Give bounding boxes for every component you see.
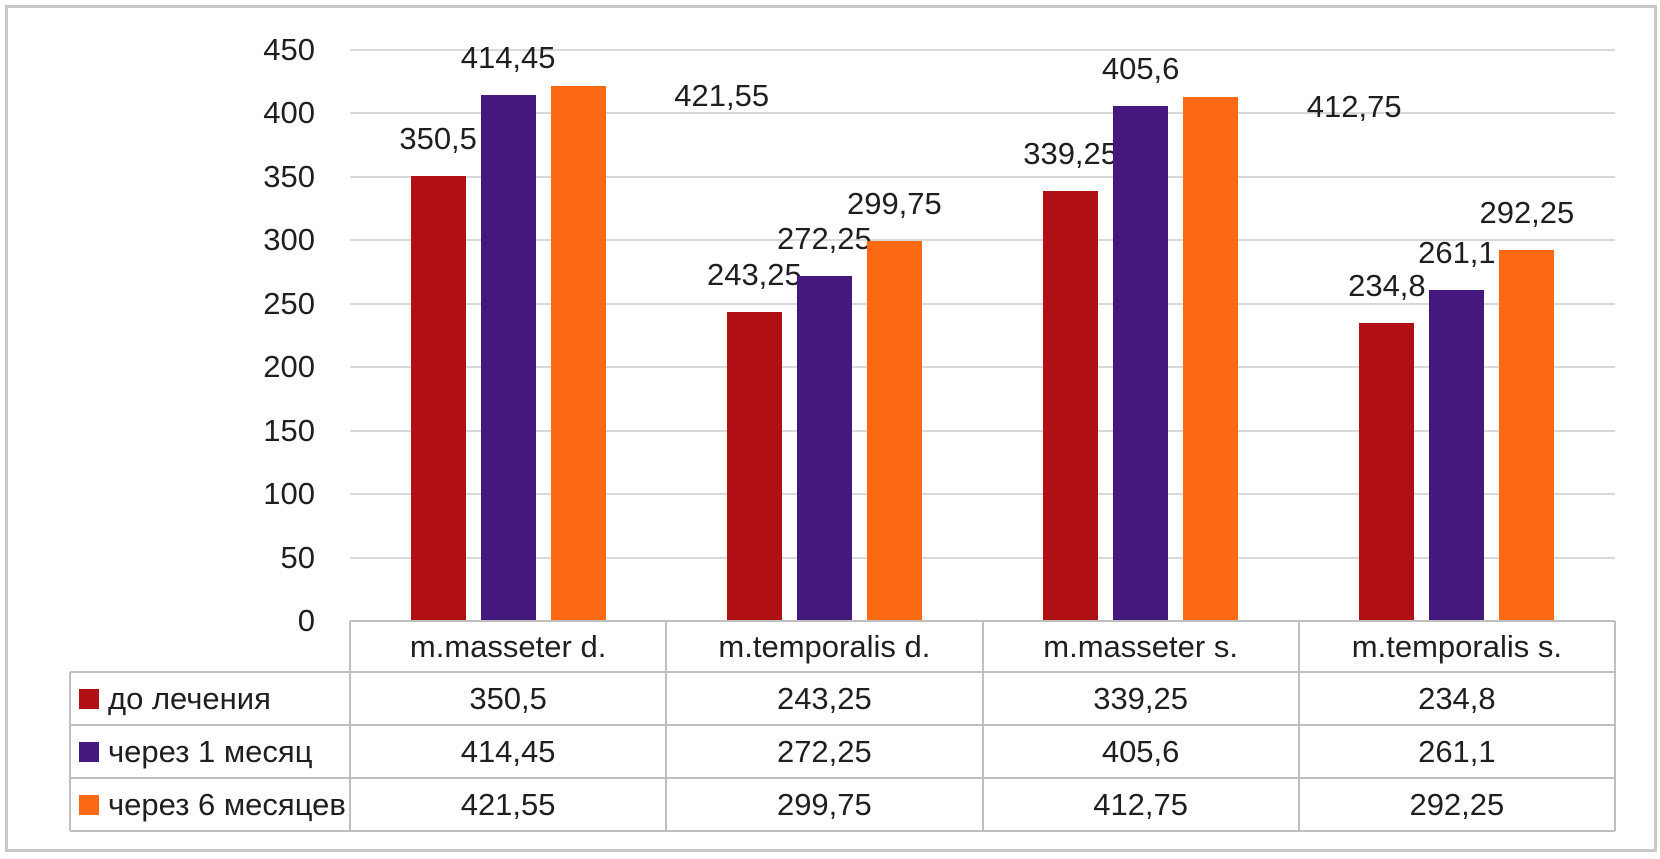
bar-до-лечения [410, 176, 466, 621]
y-axis-tick-label: 400 [263, 95, 315, 131]
y-axis-tick-label: 200 [263, 349, 315, 385]
gridline [350, 556, 1615, 559]
bar-через-1-месяц [796, 275, 852, 621]
table-border-line [1297, 621, 1300, 831]
legend-label: через 6 месяцев [108, 786, 346, 822]
table-border-line [665, 621, 668, 831]
bar-через-6-месяцев [550, 86, 606, 621]
table-border-line [349, 621, 351, 831]
value-cell: 261,1 [1418, 734, 1496, 769]
value-cell: 243,25 [776, 681, 872, 716]
table-border-line [70, 777, 1615, 779]
table-border-line [69, 672, 71, 831]
bar-value-label: 292,25 [1479, 195, 1575, 231]
y-axis-tick-label: 250 [263, 285, 315, 321]
bar-через-1-месяц [1113, 106, 1169, 621]
y-axis-tick-label: 150 [263, 412, 315, 448]
value-cell: 405,6 [1101, 734, 1180, 769]
table-border-line [70, 671, 1615, 673]
legend-label: через 1 месяц [108, 733, 313, 769]
table-border-line [70, 724, 1615, 726]
bar-через-1-месяц [1429, 289, 1485, 621]
value-cell: 350,5 [469, 681, 547, 716]
bar-value-label: 299,75 [846, 185, 942, 221]
category-header-cell: m.temporalis d. [718, 629, 931, 664]
y-axis-tick-label: 300 [263, 222, 315, 258]
gridline [350, 112, 1615, 115]
bar-value-label: 261,1 [1418, 234, 1496, 270]
bar-до-лечения [1043, 190, 1099, 621]
bar-value-label: 243,25 [706, 257, 802, 293]
legend-item: через 1 месяц [70, 725, 350, 778]
bar-через-6-месяцев [1183, 97, 1239, 621]
bar-value-label: 339,25 [1023, 135, 1119, 171]
table-border-line [981, 621, 984, 831]
gridline [350, 366, 1615, 369]
value-cell: 421,55 [460, 787, 556, 822]
bar-через-6-месяцев [866, 240, 922, 621]
gridline [350, 49, 1615, 51]
gridline [350, 429, 1615, 432]
legend-item: через 6 месяцев [70, 778, 350, 831]
value-cell: 292,25 [1409, 787, 1505, 822]
bar-value-label: 405,6 [1101, 51, 1180, 87]
value-cell: 412,75 [1093, 787, 1189, 822]
gridline [350, 175, 1615, 178]
value-cell: 234,8 [1418, 681, 1496, 716]
bar-value-label: 412,75 [1306, 89, 1402, 125]
value-cell: 414,45 [460, 734, 556, 769]
value-cell: 272,25 [776, 734, 872, 769]
legend-swatch [79, 794, 99, 815]
category-header-cell: m.temporalis s. [1351, 629, 1562, 664]
bar-до-лечения [726, 312, 782, 621]
gridline [350, 302, 1615, 305]
gridline [350, 239, 1615, 242]
category-header-cell: m.masseter s. [1043, 629, 1238, 664]
bar-через-6-месяцев [1499, 250, 1555, 621]
table-border-line [70, 830, 1615, 832]
legend-item: до лечения [70, 672, 350, 725]
legend-swatch [79, 741, 99, 762]
bar-value-label: 272,25 [776, 220, 872, 256]
value-cell: 339,25 [1093, 681, 1189, 716]
chart-frame-border [5, 5, 1657, 852]
bar-value-label: 350,5 [399, 121, 477, 157]
value-cell: 299,75 [776, 787, 872, 822]
y-axis-tick-label: 450 [263, 32, 315, 67]
legend-swatch [79, 688, 99, 709]
y-axis-tick-label: 350 [263, 158, 315, 194]
bar-value-label: 414,45 [460, 40, 556, 76]
category-header-cell: m.masseter d. [409, 629, 607, 664]
bar-до-лечения [1359, 323, 1415, 621]
y-axis-tick-label: 100 [263, 476, 315, 512]
bar-через-1-месяц [480, 95, 536, 621]
y-axis-tick-label: 50 [280, 539, 315, 575]
table-border-line [1614, 621, 1616, 831]
gridline [350, 493, 1615, 496]
bar-value-label: 234,8 [1348, 268, 1426, 304]
legend-label: до лечения [108, 680, 271, 716]
y-axis-tick-label: 0 [297, 603, 315, 638]
bar-value-label: 421,55 [674, 78, 770, 114]
